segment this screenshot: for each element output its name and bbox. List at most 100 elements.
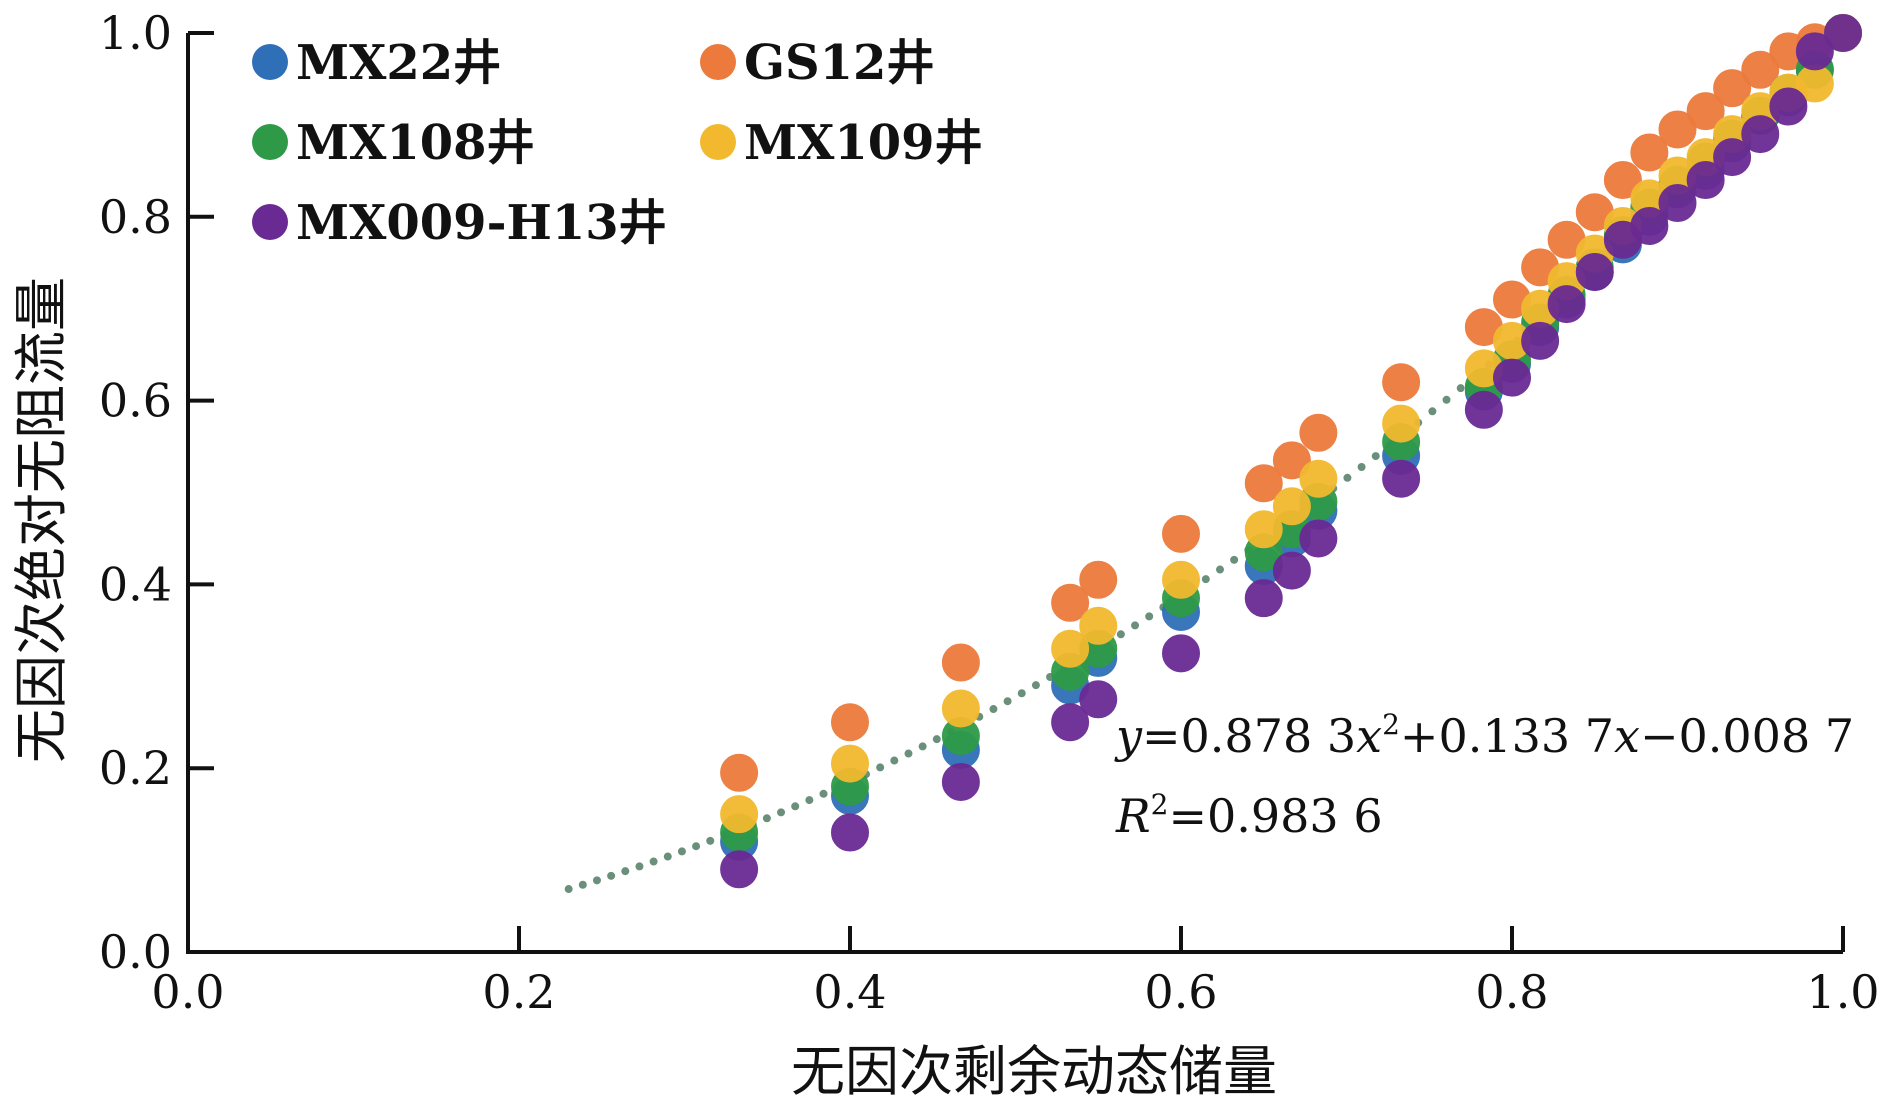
fit-dot (918, 742, 927, 751)
legend-label: MX009-H13井 (296, 195, 667, 251)
fit-dot (1017, 689, 1026, 698)
fit-dot (1131, 621, 1140, 630)
data-point (1382, 404, 1421, 443)
fit-dot (890, 756, 899, 765)
fit-dot (1201, 575, 1210, 584)
legend-marker (700, 44, 736, 80)
legend-label: GS12井 (744, 35, 934, 91)
data-point (1741, 50, 1780, 89)
y-axis-title: 无因次绝对无阻流量 (10, 277, 73, 763)
fit-dot (635, 862, 644, 871)
x-tick-label: 0.6 (1144, 965, 1217, 1019)
data-point (1079, 560, 1118, 599)
fit-dot (791, 802, 800, 811)
data-point (1162, 634, 1200, 673)
data-point (1741, 115, 1780, 154)
y-tick-label: 0.2 (99, 741, 172, 795)
data-point (1575, 252, 1614, 291)
fit-dot (1116, 630, 1125, 639)
fit-dot (663, 852, 672, 861)
data-point (1713, 69, 1752, 108)
fit-dot (904, 749, 913, 758)
x-tick-label: 0.4 (813, 965, 886, 1019)
fit-dot (1031, 681, 1040, 690)
data-point (1795, 32, 1834, 71)
data-points (720, 14, 1862, 889)
data-point (1658, 110, 1697, 149)
fit-dot (692, 842, 701, 851)
data-point (1244, 579, 1283, 618)
fit-dot (649, 857, 658, 866)
legend-marker (252, 204, 288, 240)
data-point (831, 744, 869, 783)
data-point (1464, 390, 1503, 429)
legend-label: MX108井 (296, 115, 535, 171)
axis-lines (186, 33, 1843, 954)
fit-dot (592, 876, 601, 885)
legend-marker (700, 124, 736, 160)
x-tick-label: 0.0 (151, 965, 224, 1019)
data-point (1686, 92, 1725, 131)
fit-dot (1230, 555, 1239, 564)
fit-dot (1456, 384, 1465, 393)
fit-dot (805, 796, 814, 805)
fit-dot (677, 847, 686, 856)
fit-dot (876, 763, 885, 772)
data-point (1769, 87, 1808, 126)
data-point (1713, 138, 1752, 177)
data-point (1630, 133, 1669, 172)
data-point (1299, 459, 1338, 498)
fit-dot (1343, 473, 1352, 482)
y-tick-label: 0.4 (99, 557, 172, 611)
data-point (720, 795, 759, 834)
data-point (1051, 629, 1090, 668)
data-point (1630, 206, 1669, 245)
legend: MX22井 GS12井 MX108井 MX109井 MX009-H13井 (252, 35, 983, 251)
data-point (1493, 358, 1531, 397)
data-point (1272, 487, 1311, 526)
x-tick-label: 0.2 (482, 965, 555, 1019)
fit-dot (1003, 697, 1012, 706)
data-point (1658, 184, 1697, 223)
fit-dot (777, 808, 786, 817)
fit-dot (1428, 407, 1437, 416)
data-point (1521, 321, 1560, 360)
fit-dot (578, 880, 587, 889)
data-point (941, 643, 980, 682)
data-point (941, 762, 980, 801)
data-point (1079, 680, 1118, 719)
fit-dot (621, 867, 630, 876)
legend-marker (252, 124, 288, 160)
data-point (1686, 161, 1725, 200)
fit-dot (932, 735, 941, 744)
data-point (1051, 583, 1090, 622)
x-axis-title: 无因次剩余动态储量 (791, 1040, 1277, 1103)
data-point (1547, 285, 1586, 324)
data-point (1272, 551, 1311, 590)
data-point (1299, 413, 1338, 452)
y-tick-label: 0.8 (99, 190, 172, 244)
r-squared: R2=0.983 6 (1115, 788, 1383, 843)
data-point (831, 813, 869, 852)
x-tick-label: 1.0 (1806, 965, 1878, 1019)
data-point (1051, 703, 1090, 742)
fit-equation: y=0.878 3x2+0.133 7x−0.008 7 (1114, 708, 1854, 763)
fit-dot (1145, 612, 1154, 621)
y-tick-label: 1.0 (99, 6, 172, 60)
data-point (720, 850, 759, 889)
fit-dot (762, 814, 771, 823)
fit-dot (1371, 452, 1380, 461)
fit-dot (1442, 395, 1451, 404)
data-point (720, 753, 759, 792)
data-point (1162, 560, 1200, 599)
data-point (1299, 519, 1338, 558)
data-point (1272, 441, 1311, 480)
axes: 0.0 0.2 0.4 0.6 0.8 1.0 0.0 0.2 0.4 0.6 0.8 1.0 (99, 6, 1878, 1019)
fit-dot (1357, 462, 1366, 471)
legend-marker (252, 44, 288, 80)
data-point (941, 689, 980, 728)
data-point (831, 703, 869, 742)
legend-label: MX109井 (744, 115, 983, 171)
data-point (1382, 363, 1421, 402)
